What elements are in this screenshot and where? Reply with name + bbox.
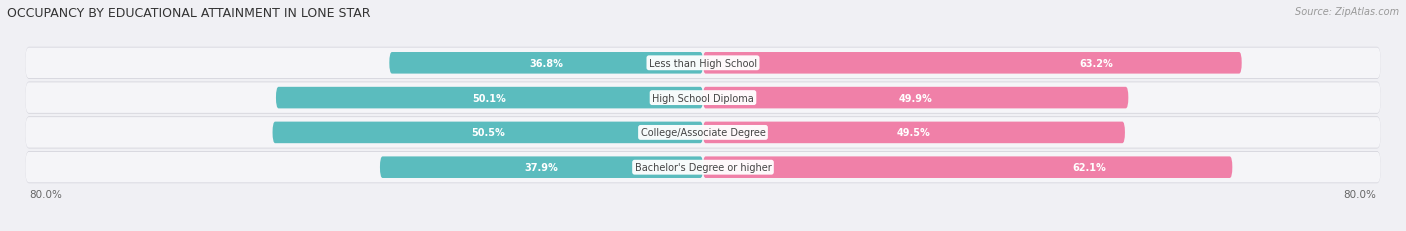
FancyBboxPatch shape [703,122,1125,143]
FancyBboxPatch shape [703,53,1241,74]
Text: 36.8%: 36.8% [529,58,562,69]
Text: College/Associate Degree: College/Associate Degree [641,128,765,138]
Text: 80.0%: 80.0% [1344,189,1376,199]
FancyBboxPatch shape [389,53,703,74]
FancyBboxPatch shape [25,83,1381,113]
Text: 50.5%: 50.5% [471,128,505,138]
FancyBboxPatch shape [703,157,1232,178]
FancyBboxPatch shape [25,117,1381,149]
FancyBboxPatch shape [25,118,1381,148]
Text: 50.1%: 50.1% [472,93,506,103]
Text: 62.1%: 62.1% [1073,162,1107,173]
Text: Bachelor's Degree or higher: Bachelor's Degree or higher [634,162,772,173]
Text: High School Diploma: High School Diploma [652,93,754,103]
Text: 49.5%: 49.5% [897,128,931,138]
FancyBboxPatch shape [25,48,1381,79]
FancyBboxPatch shape [380,157,703,178]
FancyBboxPatch shape [273,122,703,143]
Text: OCCUPANCY BY EDUCATIONAL ATTAINMENT IN LONE STAR: OCCUPANCY BY EDUCATIONAL ATTAINMENT IN L… [7,7,371,20]
FancyBboxPatch shape [276,87,703,109]
FancyBboxPatch shape [703,87,1129,109]
Text: 49.9%: 49.9% [898,93,932,103]
Text: Less than High School: Less than High School [650,58,756,69]
FancyBboxPatch shape [25,82,1381,114]
FancyBboxPatch shape [25,152,1381,183]
Text: 63.2%: 63.2% [1078,58,1112,69]
FancyBboxPatch shape [25,48,1381,79]
Text: 37.9%: 37.9% [524,162,558,173]
Text: Source: ZipAtlas.com: Source: ZipAtlas.com [1295,7,1399,17]
Text: 80.0%: 80.0% [30,189,62,199]
FancyBboxPatch shape [25,152,1381,183]
